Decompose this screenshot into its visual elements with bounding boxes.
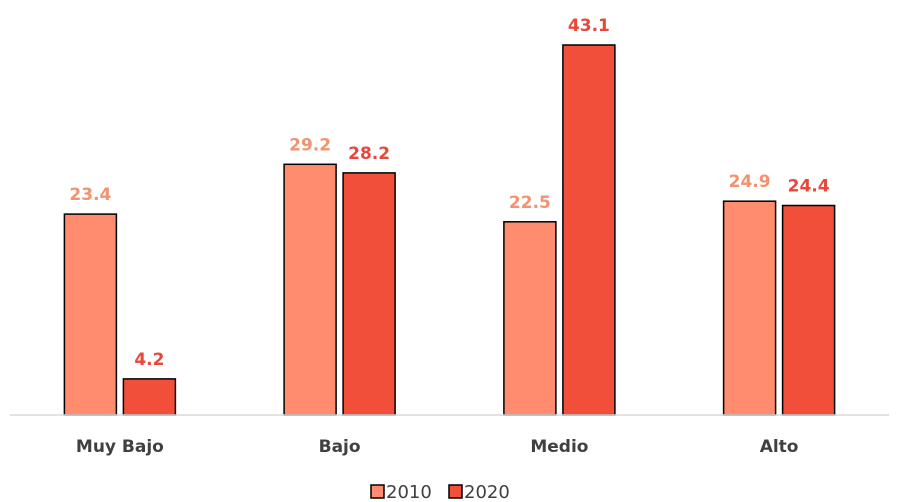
bar-medio-2020 [562,44,616,416]
value-label-bajo-2020: 28.2 [348,144,390,164]
bar-alto-2010 [722,200,777,416]
value-label-alto-2020: 24.4 [788,177,830,197]
value-label-alto-2010: 24.9 [729,172,771,192]
value-label-muy-bajo-2010: 23.4 [69,185,111,205]
legend: 2010 2020 [370,482,510,502]
category-label-medio: Medio [530,437,588,457]
bar-medio-2010 [503,221,557,416]
legend-label-2020: 2020 [464,482,510,502]
value-label-medio-2020: 43.1 [568,16,610,36]
value-label-muy-bajo-2020: 4.2 [134,350,164,370]
category-label-alto: Alto [760,437,799,457]
category-label-muy-bajo: Muy Bajo [76,437,164,457]
category-label-bajo: Bajo [319,437,361,457]
legend-swatch-2020 [448,484,463,499]
bar-bajo-2010 [283,163,337,416]
legend-swatch-2010 [370,484,385,499]
bar-bajo-2020 [342,172,396,416]
bar-muy-bajo-2010 [63,213,118,416]
value-labels-layer: 23.4 4.2 29.2 28.2 22.5 43.1 24.9 24.4 [69,16,829,370]
legend-label-2010: 2010 [386,482,432,502]
value-label-medio-2010: 22.5 [509,193,551,213]
value-label-bajo-2010: 29.2 [289,135,331,155]
bars-layer [63,44,836,416]
category-labels-layer: Muy Bajo Bajo Medio Alto [76,437,799,457]
bar-alto-2020 [781,204,836,416]
bar-muy-bajo-2020 [122,378,177,416]
